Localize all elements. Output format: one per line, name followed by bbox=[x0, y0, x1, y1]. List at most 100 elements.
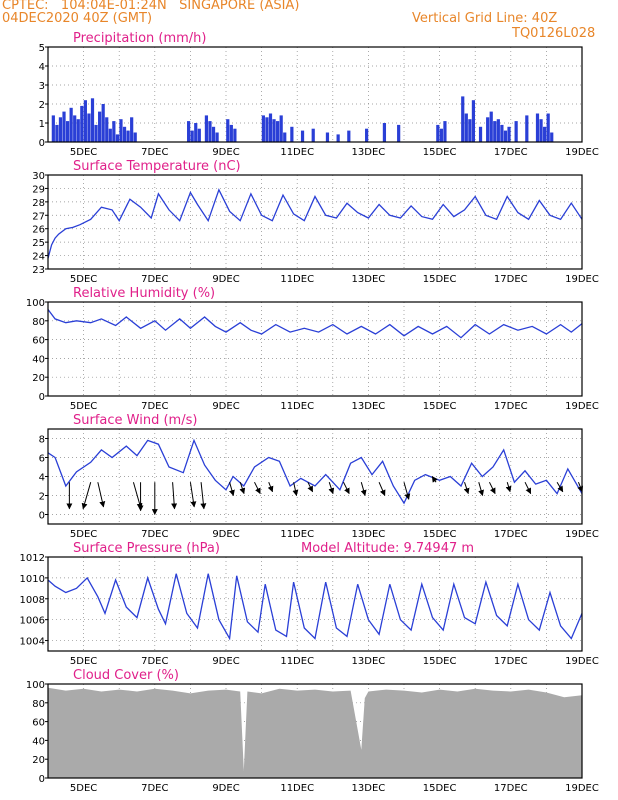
panel-frame bbox=[47, 301, 583, 397]
precip-bar bbox=[215, 132, 219, 142]
panel-title: Surface Wind (m/s) bbox=[73, 413, 197, 428]
y-tick-label: 25 bbox=[32, 238, 45, 249]
wind-arrow bbox=[403, 482, 411, 500]
x-tick-label: 7DEC bbox=[141, 656, 168, 667]
x-tick-label: 13DEC bbox=[352, 656, 386, 667]
header-location: CPTEC: 104:04E-01:24N SINGAPORE (ASIA) bbox=[2, 0, 300, 13]
precip-bar bbox=[325, 132, 330, 142]
precip-bar bbox=[397, 124, 401, 142]
wind-arrow bbox=[343, 481, 350, 495]
panel-3: 0 20 40 60 80 100 5DEC 7DEC 9DEC 11DEC 13DEC 15DEC 1… bbox=[26, 286, 599, 412]
model-altitude: Model Altitude: 9.74947 m bbox=[301, 541, 474, 556]
panel-title: Cloud Cover (%) bbox=[73, 668, 179, 683]
y-tick-label: 20 bbox=[32, 755, 45, 766]
precip-bar bbox=[382, 123, 387, 142]
cloud-area bbox=[48, 687, 582, 778]
x-tick-label: 7DEC bbox=[141, 274, 168, 285]
y-tick-label: 60 bbox=[32, 718, 45, 729]
y-tick-label: 28 bbox=[32, 198, 45, 209]
x-tick-label: 5DEC bbox=[70, 274, 97, 285]
precip-bar bbox=[311, 128, 315, 142]
precip-bar bbox=[208, 121, 212, 142]
x-tick-label: 5DEC bbox=[70, 656, 97, 667]
wind-arrow bbox=[360, 482, 367, 497]
precip-bar bbox=[539, 119, 543, 142]
wind-arrow bbox=[556, 481, 564, 493]
y-tick-label: 2 bbox=[39, 100, 45, 111]
y-tick-label: 0 bbox=[39, 138, 45, 149]
precip-bar bbox=[229, 124, 233, 142]
panel-4: 0 2 4 6 8 5DEC 7DEC 9DEC 11DEC 13DEC 15DEC 17DEC 19D… bbox=[39, 413, 599, 540]
precip-bar bbox=[233, 128, 237, 142]
precip-bar bbox=[283, 132, 287, 142]
wind-arrow bbox=[132, 482, 143, 510]
precip-bar bbox=[105, 117, 109, 142]
x-tick-label: 7DEC bbox=[141, 783, 168, 794]
precip-bar bbox=[525, 115, 529, 142]
precip-bar bbox=[268, 113, 273, 142]
x-tick-label: 13DEC bbox=[352, 529, 386, 540]
y-tick-label: 4 bbox=[39, 62, 45, 73]
y-tick-label: 30 bbox=[32, 171, 45, 182]
x-tick-label: 11DEC bbox=[280, 274, 314, 285]
x-tick-label: 9DEC bbox=[212, 401, 239, 412]
precip-bar bbox=[108, 128, 112, 142]
x-tick-label: 19DEC bbox=[565, 783, 599, 794]
precip-bar bbox=[261, 115, 265, 142]
panel-title: Relative Humidity (%) bbox=[73, 286, 215, 301]
precip-bar bbox=[496, 119, 500, 142]
panel-title: Precipitation (mm/h) bbox=[73, 31, 206, 46]
precip-bar bbox=[130, 117, 134, 142]
precip-bar bbox=[119, 119, 123, 142]
y-tick-label: 1 bbox=[39, 119, 45, 130]
panel-2: 23 24 25 26 27 28 29 30 5DEC 7DEC 9DEC 11DEC 13DEC 15… bbox=[32, 159, 599, 285]
precip-bar bbox=[126, 130, 130, 142]
precip-bar bbox=[80, 105, 84, 142]
precip-bar bbox=[300, 130, 305, 142]
precip-bar bbox=[83, 100, 87, 142]
x-tick-label: 17DEC bbox=[494, 529, 528, 540]
y-tick-label: 8 bbox=[39, 435, 45, 446]
x-tick-label: 15DEC bbox=[423, 401, 457, 412]
precip-bar bbox=[514, 121, 518, 142]
x-tick-label: 7DEC bbox=[141, 401, 168, 412]
x-tick-label: 11DEC bbox=[280, 656, 314, 667]
precip-bar bbox=[211, 126, 216, 142]
precip-bar bbox=[115, 134, 120, 142]
x-tick-label: 19DEC bbox=[565, 401, 599, 412]
header-model-code: TQ0126L028 bbox=[512, 26, 596, 41]
x-tick-label: 7DEC bbox=[141, 147, 168, 158]
wind-arrow bbox=[267, 482, 274, 493]
wind-arrow bbox=[431, 476, 438, 483]
precip-bar bbox=[90, 98, 95, 142]
x-tick-label: 9DEC bbox=[212, 529, 239, 540]
precip-bar bbox=[133, 132, 137, 142]
y-tick-label: 20 bbox=[32, 373, 45, 384]
x-tick-label: 13DEC bbox=[352, 401, 386, 412]
panel-frame bbox=[47, 174, 583, 270]
panel-frame bbox=[47, 46, 583, 143]
y-tick-label: 3 bbox=[39, 81, 45, 92]
precip-bar bbox=[279, 115, 283, 142]
wind-arrow bbox=[189, 482, 197, 508]
precip-bar bbox=[468, 119, 472, 142]
x-tick-label: 9DEC bbox=[212, 783, 239, 794]
precip-bar bbox=[187, 121, 191, 142]
precip-bar bbox=[204, 115, 209, 142]
precip-bar bbox=[276, 121, 280, 142]
precip-bar bbox=[51, 115, 55, 142]
precip-bar bbox=[122, 126, 127, 142]
y-tick-label: 100 bbox=[26, 680, 45, 691]
x-tick-label: 19DEC bbox=[565, 529, 599, 540]
x-tick-label: 17DEC bbox=[494, 274, 528, 285]
precip-bar bbox=[439, 128, 443, 142]
y-tick-label: 100 bbox=[26, 298, 45, 309]
x-tick-label: 15DEC bbox=[423, 274, 457, 285]
x-tick-label: 11DEC bbox=[280, 783, 314, 794]
y-tick-label: 2 bbox=[39, 492, 45, 503]
y-tick-label: 24 bbox=[32, 252, 45, 263]
precip-bar bbox=[94, 124, 98, 142]
panel-title: Surface Pressure (hPa) bbox=[73, 541, 220, 556]
